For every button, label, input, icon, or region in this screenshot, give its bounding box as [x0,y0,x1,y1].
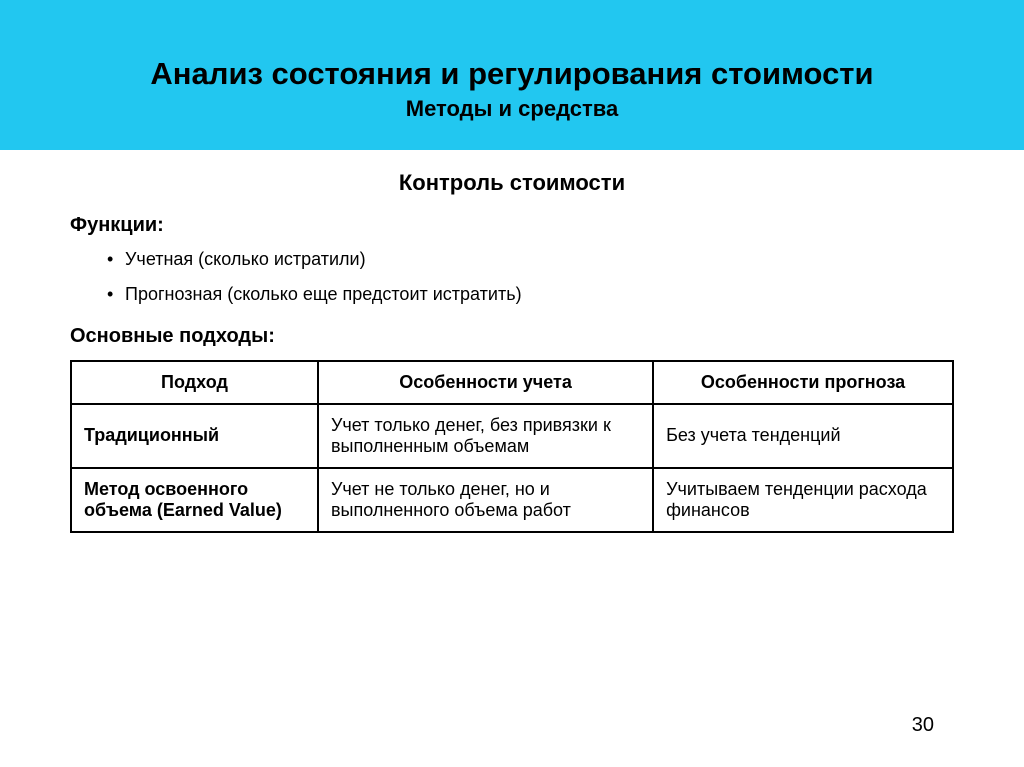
cell-accounting: Учет не только денег, но и выполненного … [318,468,653,532]
cell-accounting: Учет только денег, без привязки к выполн… [318,404,653,468]
approaches-table: Подход Особенности учета Особенности про… [70,360,954,533]
slide-title: Анализ состояния и регулирования стоимос… [20,55,1004,94]
functions-heading: Функции: [70,214,954,237]
cell-approach: Традиционный [71,404,318,468]
cell-approach: Метод освоенного объема (Earned Value) [71,468,318,532]
slide-header: Анализ состояния и регулирования стоимос… [0,0,1024,150]
functions-list: Учетная (сколько истратили) Прогнозная (… [70,249,954,305]
list-item: Прогнозная (сколько еще предстоит истрат… [125,284,954,305]
section-title: Контроль стоимости [70,170,954,196]
approaches-heading: Основные подходы: [70,325,954,348]
table-header-row: Подход Особенности учета Особенности про… [71,361,953,404]
cell-forecast: Без учета тенденций [653,404,953,468]
table-row: Традиционный Учет только денег, без прив… [71,404,953,468]
list-item: Учетная (сколько истратили) [125,249,954,270]
col-header-accounting: Особенности учета [318,361,653,404]
col-header-forecast: Особенности прогноза [653,361,953,404]
table-row: Метод освоенного объема (Earned Value) У… [71,468,953,532]
cell-forecast: Учитываем тенденции расхода финансов [653,468,953,532]
col-header-approach: Подход [71,361,318,404]
page-number: 30 [912,714,934,737]
slide-subtitle: Методы и средства [20,96,1004,122]
slide-content: Контроль стоимости Функции: Учетная (ско… [0,150,1024,533]
